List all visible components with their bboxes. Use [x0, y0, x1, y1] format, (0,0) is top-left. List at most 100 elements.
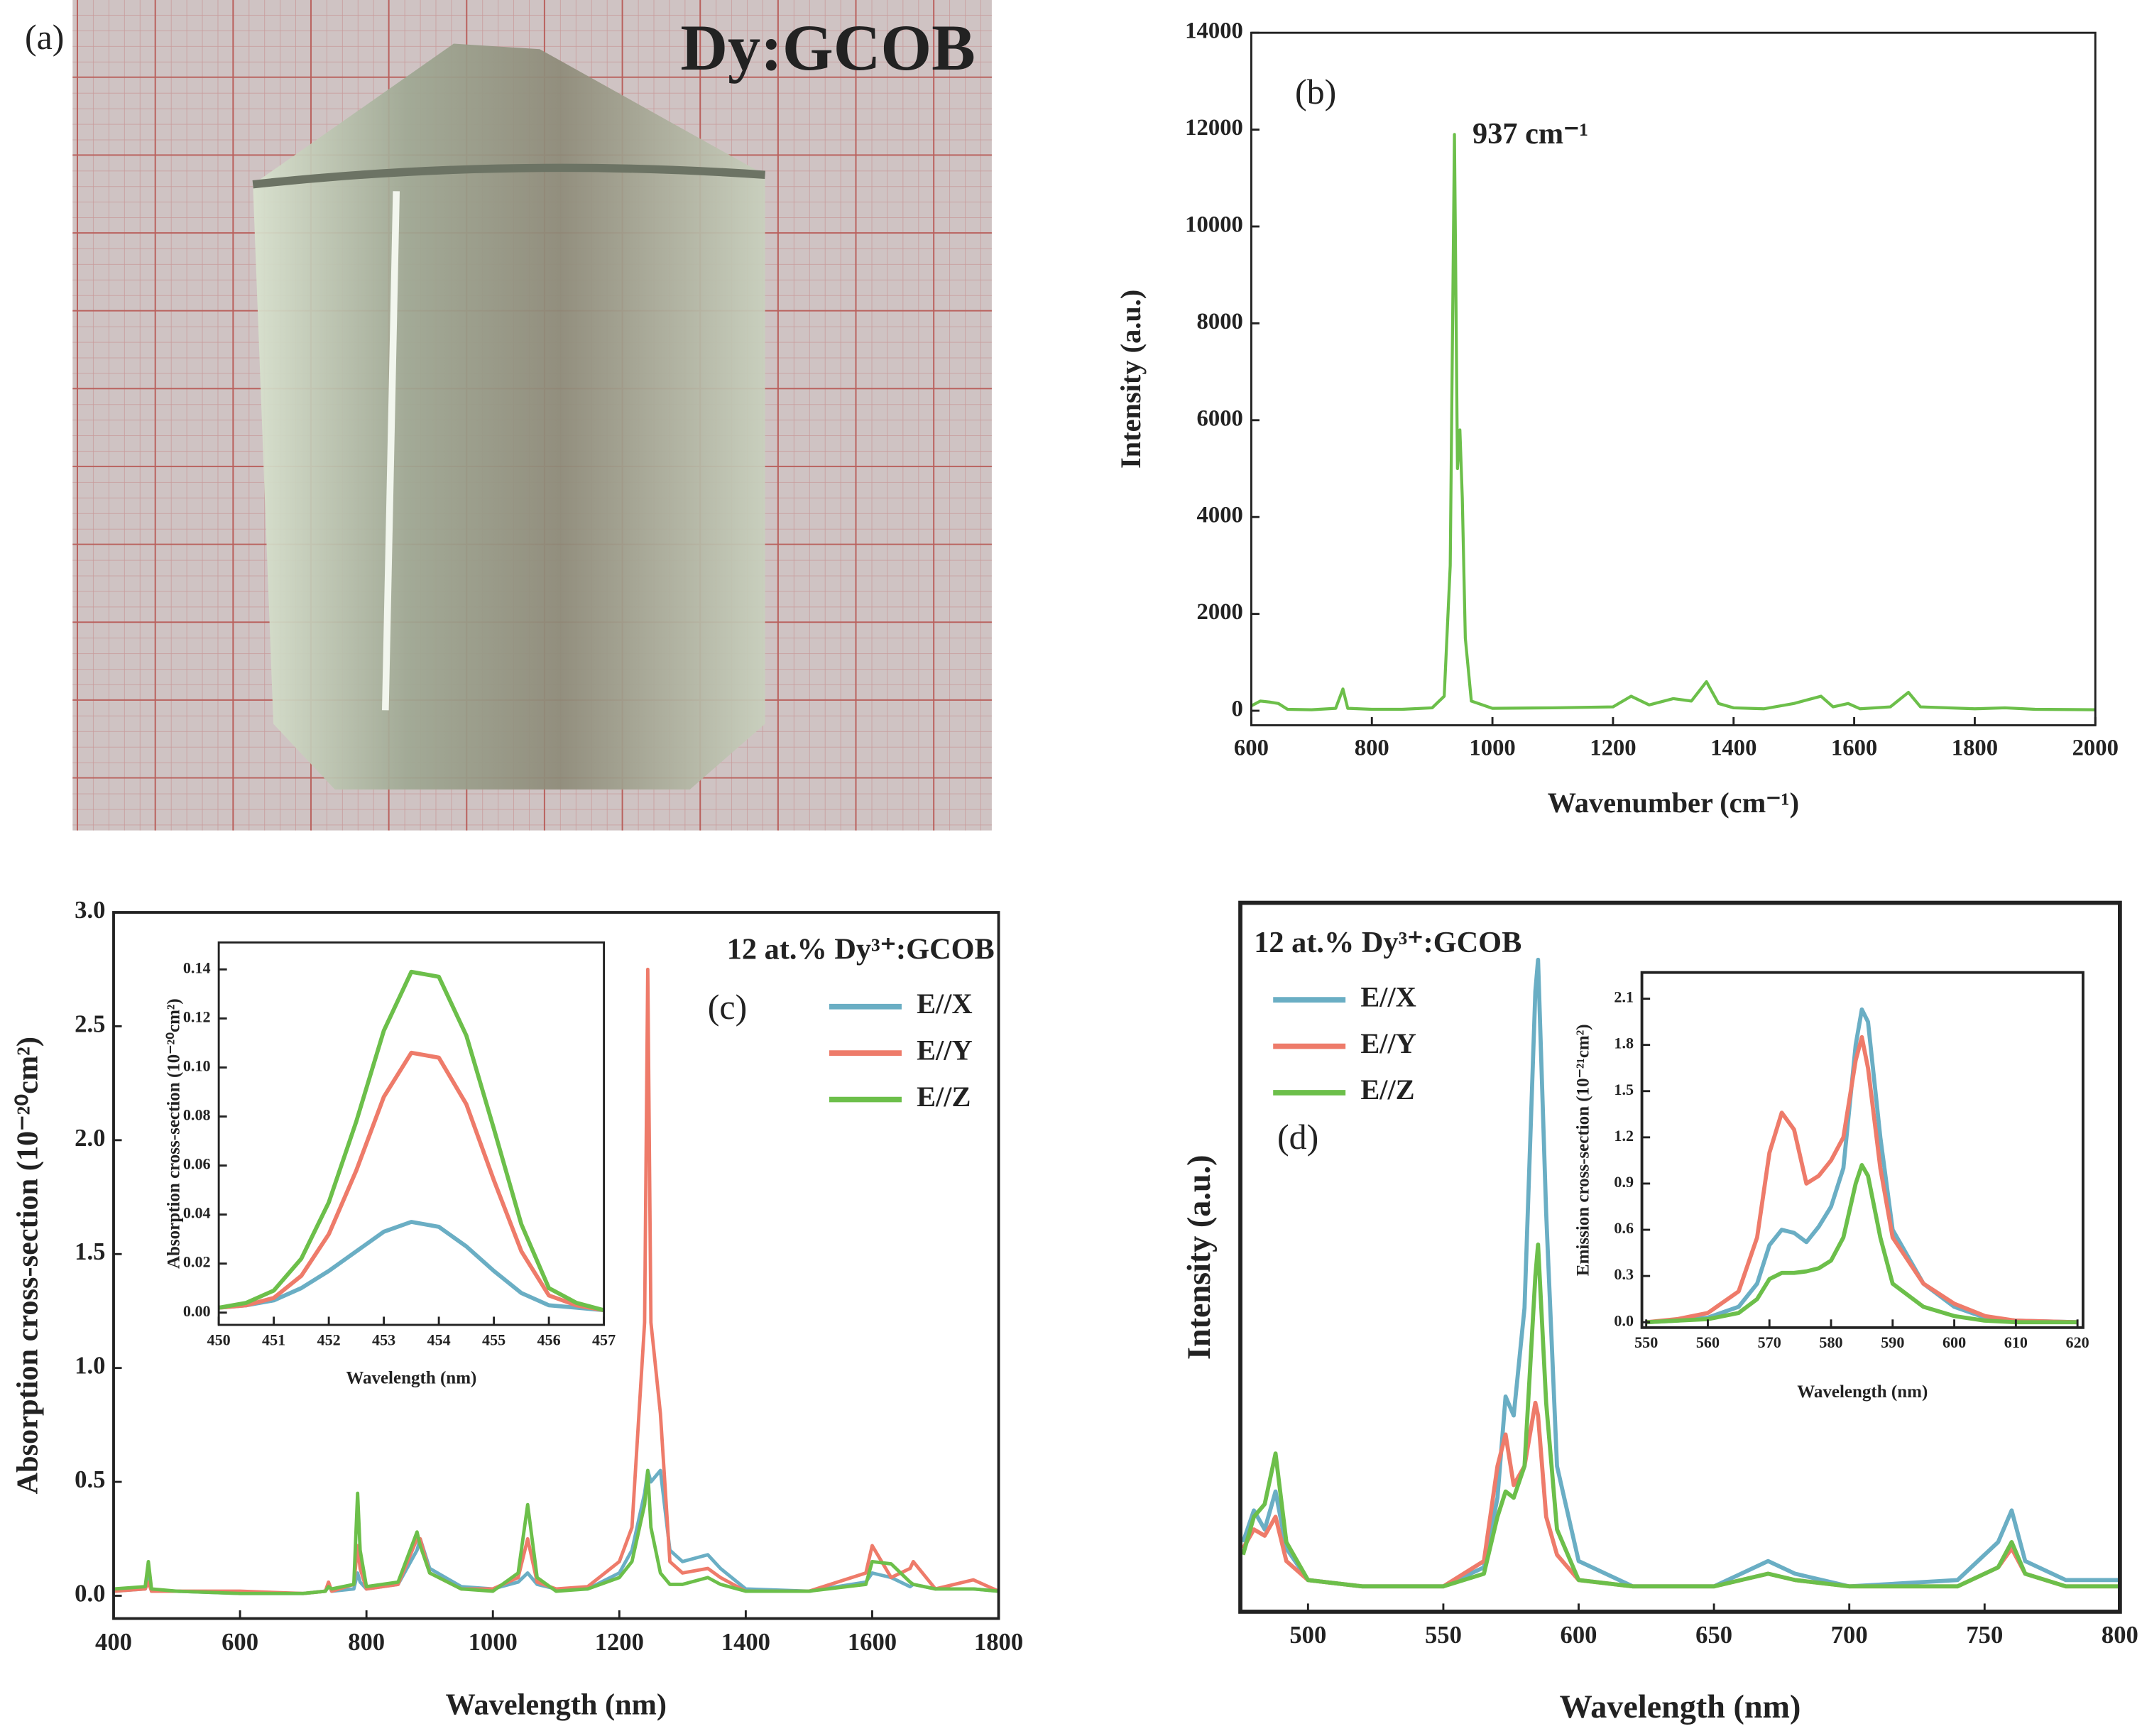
x-tick-label: 1400 — [721, 1629, 770, 1656]
data-line — [1241, 1243, 2120, 1589]
data-line — [1250, 133, 2096, 711]
x-tick-label: 450 — [207, 1331, 231, 1348]
data-line — [218, 969, 605, 1313]
y-tick-label: 0.0 — [75, 1580, 105, 1607]
legend-label: E//Z — [1360, 1074, 1414, 1106]
y-tick-label: 3.0 — [75, 897, 105, 924]
x-tick-label: 457 — [592, 1331, 616, 1348]
inset-background — [219, 942, 604, 1325]
y-tick-label: 1.5 — [1614, 1081, 1634, 1098]
legend-label: E//Y — [1360, 1027, 1416, 1059]
photo: (a) Dy:GCOB — [25, 0, 992, 831]
x-tick-label: 700 — [1831, 1622, 1868, 1649]
y-tick-label: 1.2 — [1614, 1127, 1634, 1145]
x-tick-label: 750 — [1966, 1622, 2003, 1649]
y-tick-label: 10000 — [1185, 212, 1243, 237]
x-tick-label: 1800 — [974, 1629, 1023, 1656]
y-axis-label: Absorption cross-section (10⁻²⁰cm²) — [11, 1037, 44, 1494]
annotation: 12 at.% Dy³⁺:GCOB — [1254, 926, 1521, 959]
legend-label: E//Z — [917, 1081, 971, 1113]
x-tick-label: 600 — [1234, 735, 1269, 760]
data-line — [1646, 1034, 2078, 1325]
y-tick-label: 8000 — [1197, 309, 1243, 334]
axis-box — [1250, 31, 2097, 726]
y-tick-label: 0.00 — [183, 1302, 211, 1320]
x-tick-label: 800 — [2102, 1622, 2138, 1649]
x-tick-label: 455 — [482, 1331, 506, 1348]
y-tick-label: 1.0 — [75, 1353, 105, 1380]
data-line — [218, 1050, 605, 1313]
y-tick-label: 4000 — [1197, 503, 1243, 528]
x-tick-label: 650 — [1695, 1622, 1732, 1649]
legend-label: E//X — [917, 988, 973, 1020]
x-tick-label: 1400 — [1710, 735, 1756, 760]
axis-box — [217, 941, 606, 1326]
x-tick-label: 580 — [1819, 1333, 1842, 1351]
y-axis-label: Intensity (a.u.) — [1115, 290, 1147, 469]
x-axis-label: Wavelength (nm) — [346, 1369, 476, 1388]
y-tick-label: 2.5 — [75, 1010, 105, 1037]
x-tick-label: 550 — [1634, 1333, 1658, 1351]
x-tick-label: 453 — [372, 1331, 395, 1348]
x-tick-label: 1200 — [1590, 735, 1636, 760]
panel-label: (c) — [708, 987, 748, 1027]
legend-label: E//X — [1360, 981, 1416, 1012]
axis-box — [112, 911, 1000, 1620]
y-tick-label: 0.3 — [1614, 1265, 1634, 1283]
panel-label: (d) — [1277, 1117, 1318, 1157]
y-tick-label: 0.12 — [183, 1008, 211, 1025]
axis-box — [1238, 900, 2122, 1614]
x-tick-label: 454 — [427, 1331, 451, 1348]
axis-box — [1640, 971, 2084, 1329]
x-tick-label: 600 — [1561, 1622, 1597, 1649]
y-tick-label: 0 — [1232, 697, 1243, 722]
y-tick-label: 0.6 — [1614, 1219, 1634, 1237]
data-line — [1646, 1163, 2078, 1325]
data-line — [1241, 1400, 2120, 1589]
x-tick-label: 2000 — [2072, 735, 2119, 760]
data-line — [113, 1468, 999, 1595]
x-tick-label: 800 — [348, 1629, 385, 1656]
x-axis-label: Wavelength (nm) — [446, 1688, 667, 1721]
x-axis-label: Wavenumber (cm⁻¹) — [1548, 787, 1800, 819]
legend-label: E//Y — [917, 1034, 973, 1066]
y-tick-label: 0.14 — [183, 959, 211, 976]
x-tick-label: 550 — [1425, 1622, 1462, 1649]
x-tick-label: 1000 — [1469, 735, 1515, 760]
x-tick-label: 620 — [2066, 1333, 2089, 1351]
y-tick-label: 2.0 — [75, 1125, 105, 1152]
x-tick-label: 1000 — [469, 1629, 518, 1656]
x-tick-label: 570 — [1758, 1333, 1781, 1351]
y-axis-label: Absorption cross-section (10⁻²⁰cm²) — [164, 998, 183, 1269]
y-tick-label: 0.06 — [183, 1155, 211, 1173]
y-axis-label: Intensity (a.u.) — [1181, 1154, 1217, 1360]
x-axis-label: Wavelength (nm) — [1797, 1382, 1928, 1402]
x-tick-label: 451 — [262, 1331, 285, 1348]
y-tick-label: 6000 — [1197, 405, 1243, 431]
y-tick-label: 0.5 — [75, 1466, 105, 1493]
x-tick-label: 600 — [222, 1629, 258, 1656]
x-tick-label: 1600 — [848, 1629, 897, 1656]
y-tick-label: 0.0 — [1614, 1311, 1634, 1329]
x-tick-label: 590 — [1881, 1333, 1904, 1351]
annotation: 937 cm⁻¹ — [1472, 117, 1588, 151]
y-tick-label: 2.1 — [1614, 988, 1634, 1006]
x-tick-label: 452 — [317, 1331, 341, 1348]
data-line — [113, 1468, 999, 1595]
x-tick-label: 456 — [537, 1331, 561, 1348]
data-line — [218, 1220, 604, 1313]
x-tick-label: 800 — [1355, 735, 1389, 760]
x-tick-label: 560 — [1696, 1333, 1720, 1351]
annotation: 12 at.% Dy³⁺:GCOB — [727, 933, 995, 966]
y-tick-label: 14000 — [1185, 18, 1243, 44]
y-tick-label: 0.02 — [183, 1253, 211, 1271]
y-tick-label: 0.9 — [1614, 1173, 1634, 1191]
photo-caption: Dy:GCOB — [680, 11, 975, 84]
y-tick-label: 0.04 — [183, 1204, 211, 1222]
y-tick-label: 2000 — [1197, 599, 1243, 625]
x-tick-label: 1600 — [1831, 735, 1877, 760]
panel-label: (a) — [25, 17, 65, 57]
x-tick-label: 1800 — [1952, 735, 1998, 760]
x-tick-label: 1200 — [595, 1629, 644, 1656]
